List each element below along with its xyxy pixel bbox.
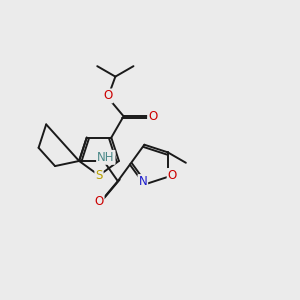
Text: S: S bbox=[95, 169, 103, 182]
Text: O: O bbox=[94, 195, 103, 208]
Text: O: O bbox=[168, 169, 177, 182]
Text: N: N bbox=[139, 175, 147, 188]
Text: O: O bbox=[103, 89, 112, 102]
Text: O: O bbox=[148, 110, 157, 123]
Text: NH: NH bbox=[97, 151, 115, 164]
